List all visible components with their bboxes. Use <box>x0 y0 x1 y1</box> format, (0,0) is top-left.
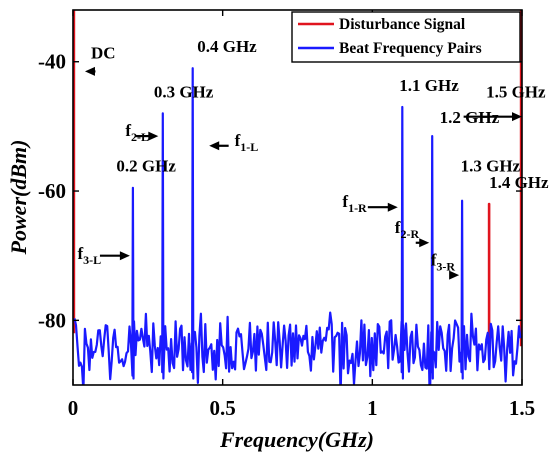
annotation-f15: 1.5 GHz <box>486 82 546 101</box>
x-axis-title: Frequency(GHz) <box>219 427 374 452</box>
x-tick-label: 0 <box>68 396 79 420</box>
annotation-f13: 1.3 GHz <box>461 157 521 176</box>
y-axis-title: Power(dBm) <box>6 140 31 256</box>
x-tick-label: 0.5 <box>210 396 236 420</box>
series-layer <box>73 10 522 385</box>
x-tick-label: 1.5 <box>509 396 535 420</box>
legend-label-disturbance: Disturbance Signal <box>339 16 466 33</box>
arrow-f2l-arrow <box>135 131 159 141</box>
annotation-f1l: f1-L <box>235 131 259 154</box>
y-tick-label: -80 <box>38 308 66 332</box>
y-tick-label: -40 <box>38 50 66 74</box>
y-tick-label: -60 <box>38 179 66 203</box>
arrow-f3l-arrow <box>99 251 130 261</box>
legend-box <box>291 11 521 63</box>
annotation-f02: 0.2 GHz <box>116 157 176 176</box>
annotation-f14: 1.4 GHz <box>489 173 549 192</box>
plot-frame <box>72 9 523 386</box>
annotation-f04: 0.4 GHz <box>197 37 257 56</box>
annotation-f11: 1.1 GHz <box>399 76 459 95</box>
beat-frequency-line <box>73 67 522 385</box>
arrow-dc-arrow <box>84 66 96 76</box>
arrow-f15-arrow <box>463 112 522 122</box>
annotation-f3r: f3-R <box>431 250 456 273</box>
legend-label-beat: Beat Frequency Pairs <box>339 40 482 57</box>
annotation-f03: 0.3 GHz <box>154 82 214 101</box>
annotation-dc: DC <box>91 43 116 62</box>
arrow-f2r-arrow <box>415 238 430 248</box>
arrow-f1r-arrow <box>367 202 398 212</box>
x-tick-label: 1 <box>367 396 378 420</box>
annotation-f2r: f2-R <box>395 218 420 241</box>
axis-layer: 0 0.5 1 1.5 -80 -60 -40 <box>38 10 535 420</box>
arrow-f1l-arrow <box>209 141 229 151</box>
legend: Disturbance Signal Beat Frequency Pairs <box>291 11 521 63</box>
annotation-f3l: f3-L <box>77 244 101 267</box>
arrow-f3r-arrow <box>449 270 460 280</box>
annotation-f1r: f1-R <box>342 192 367 215</box>
